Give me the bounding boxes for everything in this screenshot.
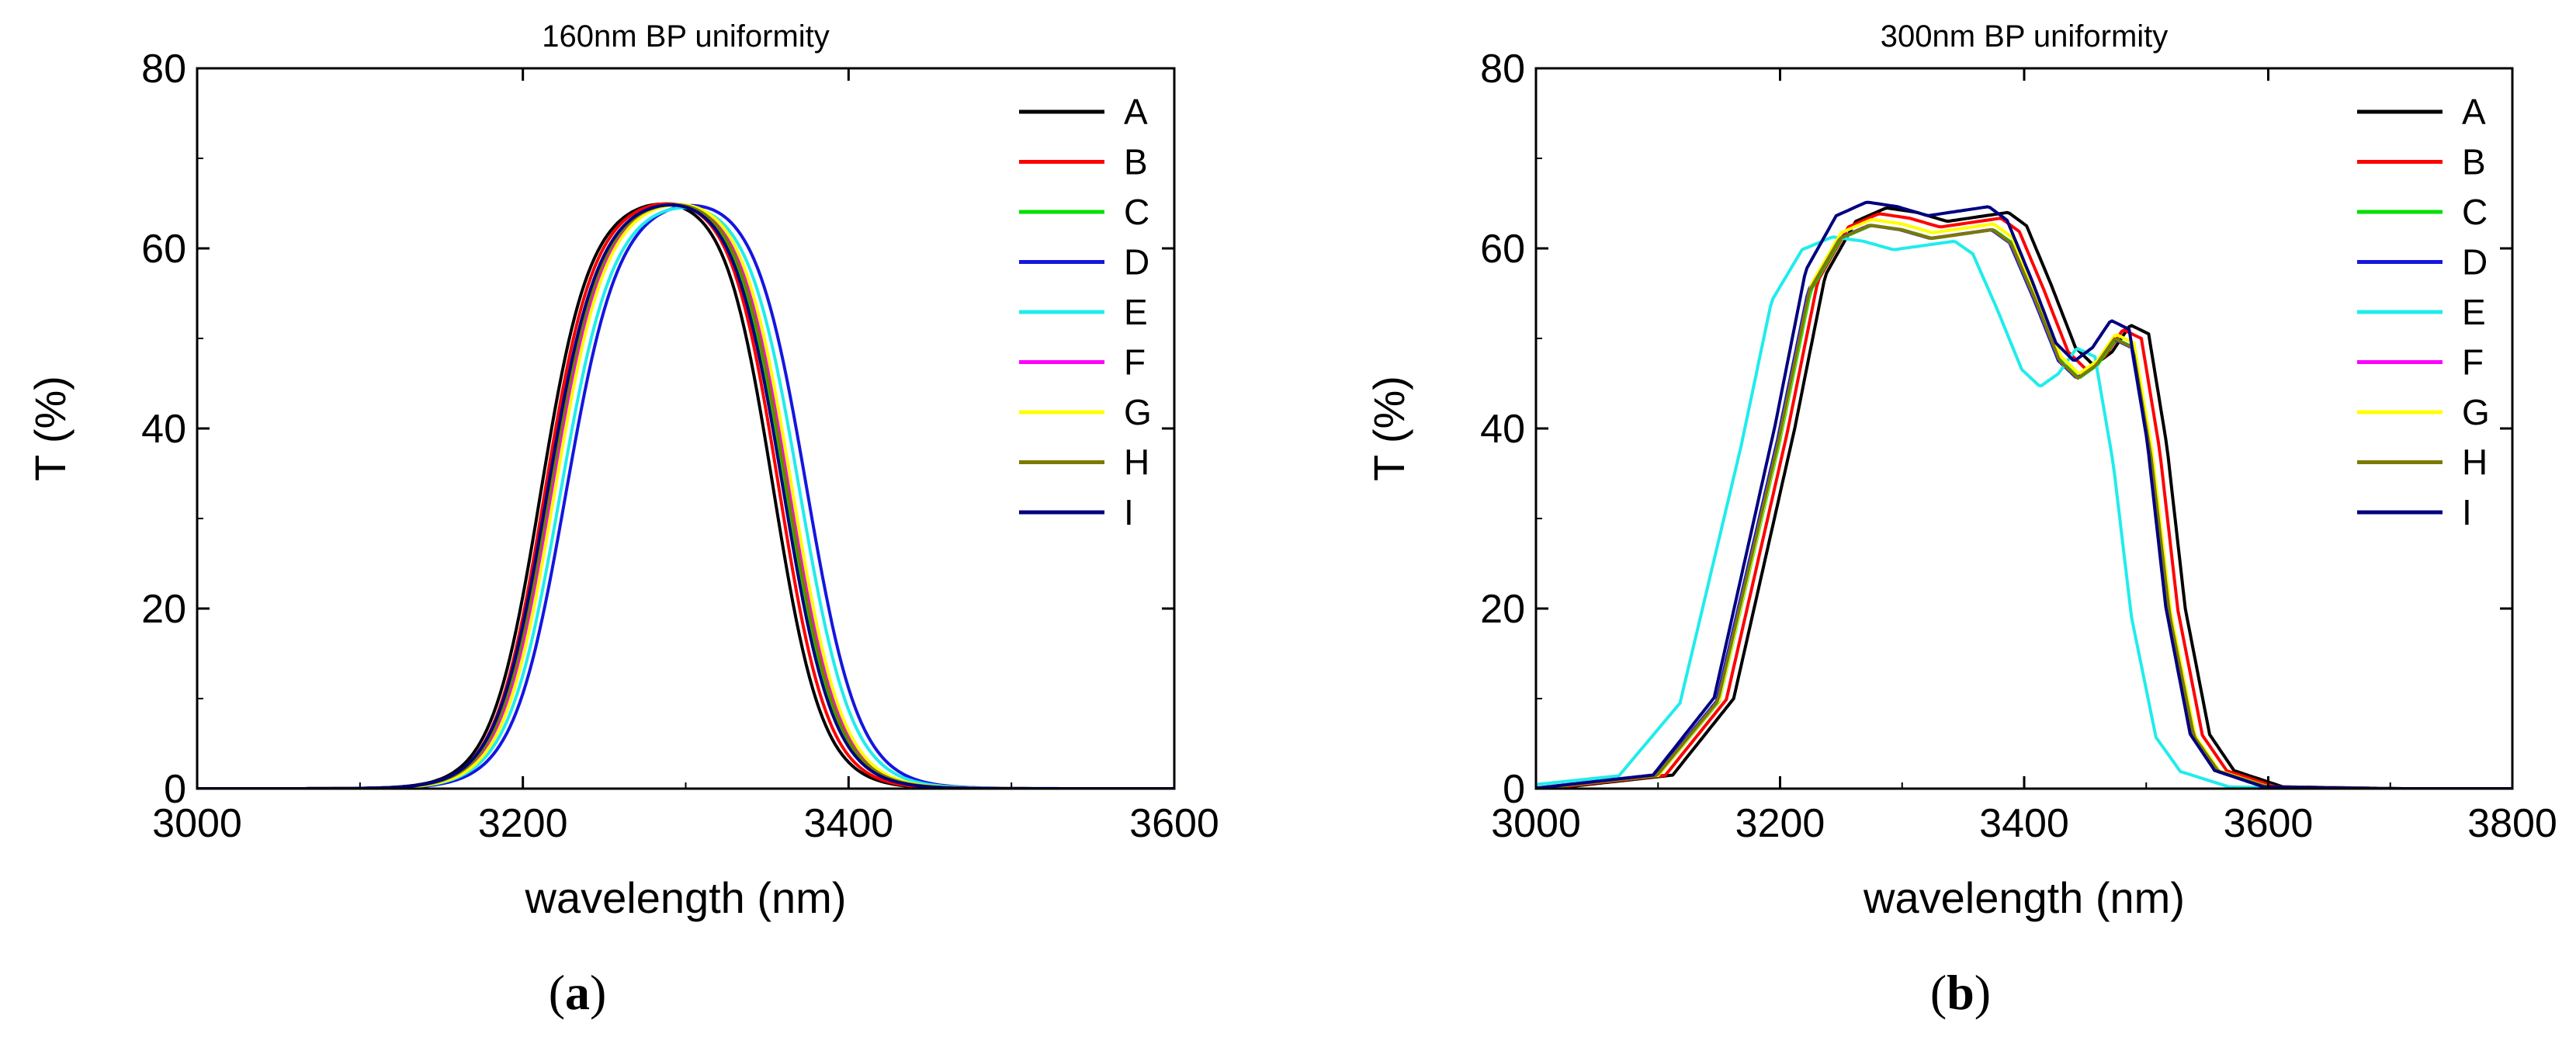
chart-panel-a: 160nm BP uniformity 3000 3200 3400 3600 0 20 40… [26,19,1219,1020]
panel-caption: (b) [1930,965,1991,1020]
series-line-E [197,206,1174,789]
y-tick-label: 60 [141,227,186,272]
series-line-H [1536,224,2512,789]
y-tick-label: 20 [141,587,186,632]
legend-label-B: B [1124,142,1148,182]
legend-label-F: F [1124,342,1146,383]
legend-label-I: I [2462,492,2472,532]
y-tick-label: 60 [1480,227,1525,272]
y-tick-label: 40 [1480,407,1525,452]
y-tick-label: 80 [1480,47,1525,92]
series-line-E [1536,235,2512,789]
series-line-D [1536,224,2512,789]
x-tick-label: 3600 [1129,801,1219,846]
plot-frame [196,67,1176,790]
x-tick-label: 3600 [2224,801,2314,846]
x-tick-label: 3200 [1735,801,1825,846]
x-axis-title: wavelength (nm) [1863,873,2185,922]
x-tick-label: 3200 [478,801,568,846]
legend-label-A: A [1124,92,1148,132]
y-tick-label: 0 [164,767,186,812]
y-tick-label: 40 [141,407,186,452]
series-line-B [1536,212,2512,789]
series-group [197,202,1174,789]
x-tick-label: 3400 [1979,801,2069,846]
series-line-A [197,202,1174,789]
legend-label-H: H [1124,442,1149,483]
legend-label-E: E [1124,292,1148,332]
series-line-G [1536,218,2512,789]
y-axis-title: T (%) [26,376,75,481]
series-group [1536,200,2512,789]
legend-label-G: G [2462,392,2490,432]
series-line-F [1536,224,2512,789]
series-line-F [197,203,1174,789]
y-tick-label: 80 [141,47,186,92]
legend-label-D: D [2462,242,2488,283]
series-line-G [197,203,1174,789]
series-line-I [1536,200,2512,789]
chart-title: 300nm BP uniformity [1881,19,2169,54]
legend-label-F: F [2462,342,2484,383]
chart-title: 160nm BP uniformity [542,19,830,54]
plot-frame [1534,67,2514,790]
x-tick-label: 3800 [2467,801,2557,846]
legend-label-H: H [2462,442,2488,483]
series-line-A [1536,206,2512,789]
legend-label-I: I [1124,492,1134,532]
series-line-I [197,203,1174,789]
x-axis-title: wavelength (nm) [525,873,847,922]
legend-label-B: B [2462,142,2486,182]
legend-label-C: C [2462,192,2488,232]
panel-caption: (a) [549,965,607,1020]
y-axis-title: T (%) [1364,376,1413,481]
series-line-B [197,202,1174,789]
x-tick-label: 3400 [803,801,893,846]
legend-label-C: C [1124,192,1149,232]
x-tick-label: 3000 [1491,801,1581,846]
series-line-C [197,203,1174,789]
x-tick-label: 3000 [152,801,242,846]
legend-label-E: E [2462,292,2486,332]
legend-label-G: G [1124,392,1152,432]
series-line-D [197,203,1174,789]
legend-label-D: D [1124,242,1149,283]
chart-panel-b: 300nm BP uniformity 3000 3200 3400 3600 3800 0… [1364,19,2557,1020]
y-tick-label: 0 [1503,767,1525,812]
series-line-H [197,203,1174,789]
series-line-C [1536,224,2512,789]
y-tick-label: 20 [1480,587,1525,632]
legend-label-A: A [2462,92,2486,132]
